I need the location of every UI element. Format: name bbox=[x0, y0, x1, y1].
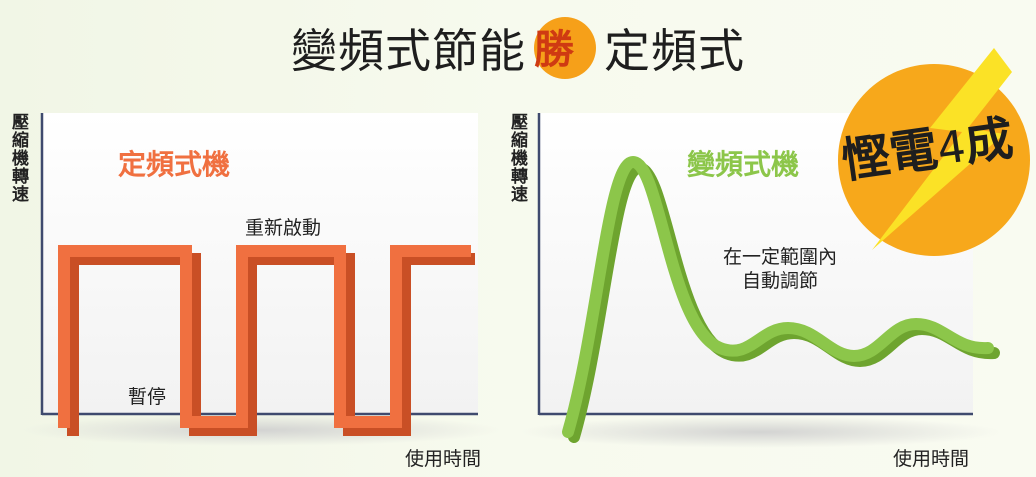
page-title: 變頻式節能 勝 定頻式 bbox=[0, 10, 1036, 86]
left-panel bbox=[20, 113, 500, 446]
badge-circle bbox=[838, 64, 1030, 256]
title-highlight-badge: 勝 bbox=[534, 17, 596, 79]
pause-annotation: 暫停 bbox=[128, 386, 167, 408]
badge-text-suffix: 成 bbox=[961, 110, 1017, 173]
right-speed-curve-shadow bbox=[568, 161, 1000, 443]
title-part2: 定頻式 bbox=[604, 24, 745, 78]
title-part1: 變頻式節能 bbox=[291, 24, 526, 78]
auto-adjust-line2: 自動調節 bbox=[741, 270, 818, 292]
auto-adjust-line1: 在一定範圍內 bbox=[722, 246, 837, 268]
badge-text-main: 慳電 bbox=[838, 120, 942, 190]
left-x-axis-label: 使用時間 bbox=[405, 448, 482, 470]
right-speed-curve bbox=[562, 155, 1000, 443]
left-speed-line-main bbox=[58, 245, 471, 428]
left-speed-line bbox=[58, 245, 475, 436]
left-speed-line-shadow bbox=[67, 253, 475, 436]
left-panel-shadow bbox=[20, 414, 500, 446]
restart-annotation: 重新啟動 bbox=[245, 217, 322, 239]
right-y-axis-label: 壓縮機轉速 bbox=[511, 113, 528, 205]
right-x-axis-label: 使用時間 bbox=[893, 448, 970, 470]
right-panel-title: 變頻式機 bbox=[687, 148, 800, 181]
right-panel-shadow bbox=[520, 416, 1000, 448]
left-y-axis-label: 壓縮機轉速 bbox=[12, 113, 29, 205]
lightning-bolt-icon bbox=[872, 48, 1012, 250]
energy-saving-badge bbox=[838, 48, 1030, 256]
right-speed-curve-main bbox=[562, 155, 994, 438]
left-panel-title: 定頻式機 bbox=[118, 148, 231, 181]
auto-adjust-annotation: 在一定範圍內 自動調節 bbox=[715, 245, 845, 293]
